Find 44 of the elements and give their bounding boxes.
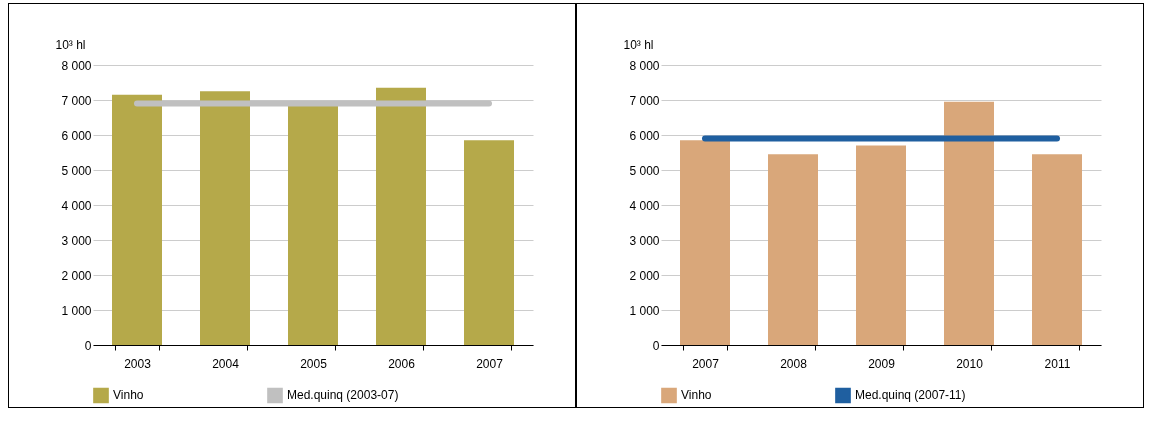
bar <box>944 101 994 345</box>
x-tick-label: 2004 <box>212 356 240 371</box>
y-tick-label: 1 000 <box>629 303 660 318</box>
bar <box>112 94 162 345</box>
legend-label: Med.quinq (2007-11) <box>855 388 966 403</box>
y-axis-title: 10³ hl <box>55 37 86 52</box>
x-tick-label: 2005 <box>300 356 328 371</box>
y-tick-label: 2 000 <box>61 268 92 283</box>
x-tick-label: 2007 <box>692 356 720 371</box>
y-tick-label: 7 000 <box>61 93 92 108</box>
y-tick-label: 4 000 <box>61 198 92 213</box>
y-tick-label: 0 <box>652 338 660 353</box>
x-tick-label: 2003 <box>124 356 152 371</box>
x-tick-label: 2008 <box>780 356 808 371</box>
y-tick-label: 8 000 <box>629 58 660 73</box>
y-tick-label: 3 000 <box>629 233 660 248</box>
y-tick-label: 6 000 <box>629 128 660 143</box>
legend-label: Med.quinq (2003-07) <box>287 388 399 403</box>
legend-label: Vinho <box>681 388 712 403</box>
y-tick-label: 5 000 <box>61 163 92 178</box>
bar <box>200 91 250 345</box>
y-tick-label: 1 000 <box>61 303 92 318</box>
y-tick-label: 6 000 <box>61 128 92 143</box>
bar <box>1032 154 1082 345</box>
y-tick-label: 7 000 <box>629 93 660 108</box>
legend-label: Vinho <box>113 388 144 403</box>
y-tick-label: 0 <box>84 338 92 353</box>
bar <box>856 145 906 345</box>
x-tick-label: 2009 <box>868 356 896 371</box>
bar <box>288 105 338 345</box>
x-tick-label: 2010 <box>956 356 984 371</box>
x-tick-label: 2007 <box>476 356 504 371</box>
y-tick-label: 5 000 <box>629 163 660 178</box>
y-tick-label: 4 000 <box>629 198 660 213</box>
y-axis-title: 10³ hl <box>623 37 654 52</box>
x-tick-label: 2011 <box>1044 356 1071 371</box>
y-tick-label: 8 000 <box>61 58 92 73</box>
y-tick-label: 3 000 <box>61 233 92 248</box>
bar <box>464 140 514 345</box>
y-tick-label: 2 000 <box>629 268 660 283</box>
bar <box>376 87 426 345</box>
bar <box>768 154 818 345</box>
bar <box>680 140 730 345</box>
x-tick-label: 2006 <box>388 356 416 371</box>
